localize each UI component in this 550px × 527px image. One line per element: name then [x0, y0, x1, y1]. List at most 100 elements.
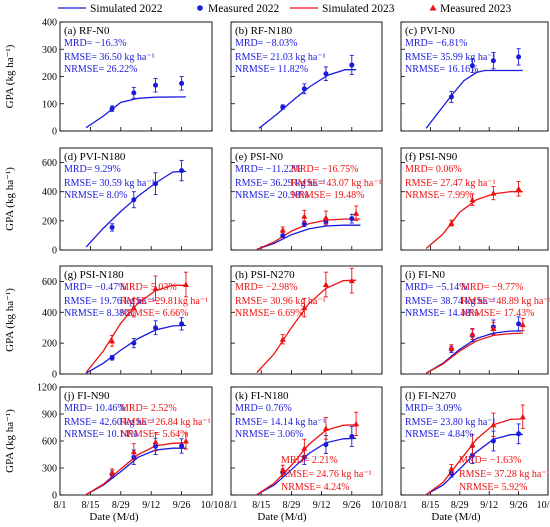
stat-2022: RMSE= 21.03 kg ha⁻¹ — [235, 52, 326, 63]
stat-2023: NRMSE= 7.99% — [405, 190, 473, 201]
y-tick-label: 0 — [52, 127, 57, 138]
panel-title: (d) PVI-N180 — [64, 151, 126, 163]
y-tick-label: 400 — [42, 308, 57, 319]
measured-2022-point — [179, 443, 185, 449]
y-tick-label: 0 — [52, 246, 57, 257]
x-tick-label: 10/10 — [201, 500, 224, 511]
legend-sim2022-label: Simulated 2022 — [90, 3, 163, 15]
measured-2022-point — [349, 216, 355, 222]
stat-2023: MRD= 5.03% — [120, 282, 177, 293]
y-tick-label: 900 — [42, 410, 57, 421]
y-axis-label: GPA (kg ha⁻¹) — [4, 288, 16, 352]
y-tick-label: 600 — [42, 158, 57, 169]
stat-2023: RMSE= 24.76 kg ha⁻¹ — [281, 469, 372, 480]
measured-2023-point — [490, 190, 497, 196]
y-tick-label: 1200 — [37, 383, 57, 394]
stat-2022: NRMSE= 4.84% — [405, 429, 473, 440]
y-axis-label: GPA (kg ha⁻¹) — [4, 167, 16, 231]
panel-title: (b) RF-N180 — [235, 25, 293, 37]
measured-2022-point — [349, 62, 355, 68]
stat-2022: MRD= −5.14% — [405, 282, 467, 293]
stat-2023: MRD= −16.75% — [291, 164, 358, 175]
measured-2023-point — [448, 344, 455, 351]
simulated-2022-line — [425, 433, 523, 496]
simulated-2022-line — [258, 69, 357, 129]
legend-meas2023-marker — [429, 4, 437, 11]
measured-2023-point — [279, 466, 286, 473]
x-tick-label: 10/10 — [537, 500, 550, 511]
stat-2022: MRD= 9.29% — [64, 164, 121, 175]
stat-2022: NRMSE= 26.22% — [64, 64, 137, 75]
stat-2023: RMSE= 43.07 kg ha⁻¹ — [291, 178, 382, 189]
measured-2023-point — [301, 304, 308, 311]
measured-2022-point — [448, 94, 454, 100]
simulated-2023-line — [256, 279, 357, 373]
simulated-2023-line — [85, 284, 186, 373]
x-tick-label: 9/12 — [313, 500, 331, 511]
x-tick-label: 8/15 — [252, 500, 270, 511]
stat-2022: RMSE= 36.50 kg ha⁻¹ — [64, 52, 155, 63]
measured-2023-point — [469, 441, 476, 448]
simulated-2023-line — [85, 442, 186, 496]
x-tick-label: 8/1 — [395, 500, 408, 511]
measured-2023-point — [490, 325, 497, 331]
stat-2023: RMSE= 30.96 kg ha⁻¹ — [235, 296, 326, 307]
legend-meas2022-label: Measured 2022 — [208, 3, 279, 15]
x-tick-label: 8/29 — [451, 500, 469, 511]
panel-frame — [400, 147, 549, 251]
measured-2023-point — [448, 465, 455, 472]
measured-2022-point — [349, 434, 355, 439]
measured-2022-point — [490, 58, 496, 64]
panel-frame — [59, 265, 213, 375]
simulated-2023-line — [256, 218, 361, 250]
measured-2022-point — [469, 63, 475, 69]
measured-2022-point — [131, 197, 137, 203]
x-axis-label-col3: Date (M/d) — [431, 511, 481, 523]
x-axis-label-col1: Date (M/d) — [89, 511, 139, 523]
measured-2022-point — [131, 340, 137, 346]
y-axis-label: GPA (kg ha⁻¹) — [4, 44, 16, 108]
x-tick-label: 8/15 — [82, 500, 100, 511]
stat-2022: MRD= 10.46% — [64, 403, 126, 414]
stat-2022: RMSE= 30.59 kg ha⁻¹ — [64, 178, 155, 189]
panel-title: (h) PSI-N270 — [235, 269, 295, 281]
simulated-2022-line — [85, 324, 186, 374]
legend-meas2022-marker — [197, 5, 203, 11]
stat-2022: NRMSE= 16.16% — [405, 64, 478, 75]
stat-2022: MRD= −0.47% — [64, 282, 126, 293]
measured-2022-point — [301, 86, 307, 92]
measured-2023-point — [301, 445, 308, 451]
measured-2023-point — [515, 185, 522, 192]
measured-2023-point — [490, 421, 497, 428]
x-tick-label: 8/29 — [112, 500, 130, 511]
measured-2022-point — [109, 224, 115, 230]
panel-frame — [59, 147, 213, 251]
stat-2022: MRD= 3.09% — [405, 403, 462, 414]
measured-2022-point — [109, 355, 115, 361]
measured-2022-point — [323, 71, 329, 77]
simulated-2023-line — [256, 424, 357, 496]
panel-frame — [230, 147, 383, 251]
y-tick-label: 600 — [42, 277, 57, 288]
stat-2022: NRMSE= 8.0% — [64, 190, 127, 201]
stat-2023: MRD= −1.63% — [459, 455, 521, 466]
measured-2022-point — [516, 321, 522, 327]
measured-2022-point — [280, 233, 286, 239]
x-tick-label: 9/26 — [510, 500, 528, 511]
stat-2023: NRMSE= 5.92% — [459, 482, 527, 493]
stat-2022: NRMSE= 11.82% — [235, 64, 308, 75]
stat-2022: RMSE= 38.74 kg ha⁻¹ — [405, 296, 496, 307]
x-tick-label: 8/29 — [283, 500, 301, 511]
panel-title: (f) PSI-N90 — [405, 151, 458, 163]
stat-2022: MRD= −6.81% — [405, 38, 467, 49]
x-tick-label: 9/12 — [142, 500, 160, 511]
